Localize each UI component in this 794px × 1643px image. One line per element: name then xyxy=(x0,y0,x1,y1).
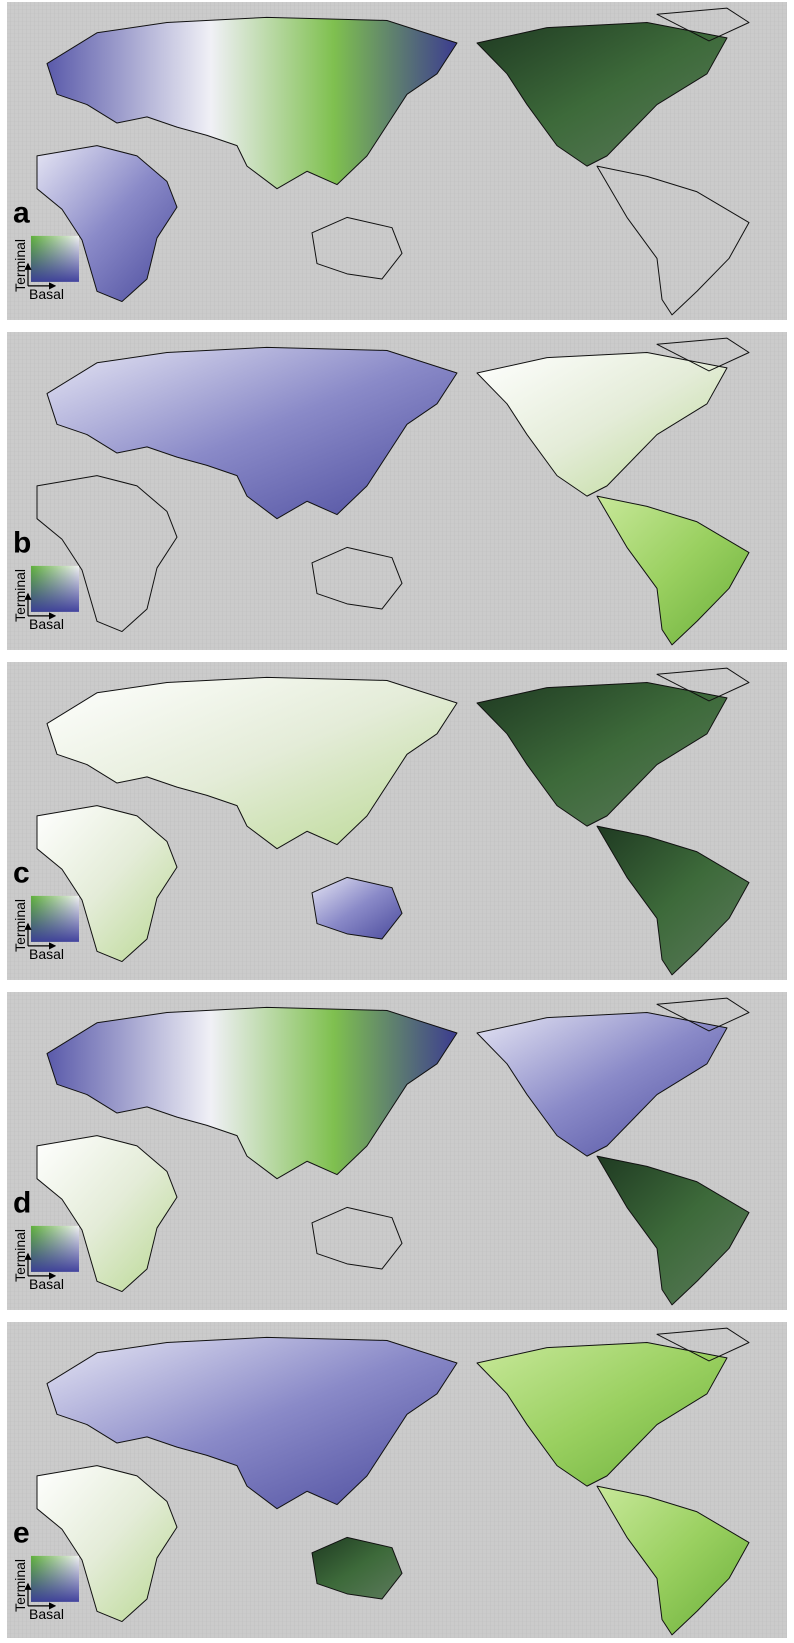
legend-y-label: Terminal xyxy=(12,1229,28,1282)
legend-swatch-overlay xyxy=(31,895,79,942)
continent-australia xyxy=(312,1537,402,1599)
continent-africa xyxy=(37,476,177,632)
continent-australia xyxy=(312,217,402,279)
continents xyxy=(37,668,749,975)
continents xyxy=(37,998,749,1305)
panel-letter: a xyxy=(13,197,30,230)
panel-letter: c xyxy=(13,857,30,890)
continent-australia xyxy=(312,547,402,609)
legend-x-label: Basal xyxy=(29,286,64,302)
continent-eurasia xyxy=(47,17,457,188)
legend-y-label: Terminal xyxy=(12,239,28,292)
panel-letter: b xyxy=(13,527,31,560)
legend-y-label: Terminal xyxy=(12,1559,28,1612)
continent-samerica xyxy=(597,166,749,315)
continent-greenland xyxy=(657,8,749,41)
continent-africa xyxy=(37,146,177,302)
continent-australia xyxy=(312,877,402,939)
panel-letter: e xyxy=(13,1517,30,1550)
continent-eurasia xyxy=(47,1337,457,1508)
continent-greenland xyxy=(657,1328,749,1361)
legend-swatch-overlay xyxy=(31,565,79,612)
continent-eurasia xyxy=(47,1007,457,1178)
legend-swatch-overlay xyxy=(31,1225,79,1272)
continent-eurasia xyxy=(47,677,457,848)
continents xyxy=(37,1328,749,1635)
continent-eurasia xyxy=(47,347,457,518)
continent-greenland xyxy=(657,998,749,1031)
continent-samerica xyxy=(597,826,749,975)
continent-greenland xyxy=(657,668,749,701)
legend-y-label: Terminal xyxy=(12,899,28,952)
continent-africa xyxy=(37,1466,177,1622)
continent-australia xyxy=(312,1207,402,1269)
continents xyxy=(37,338,749,645)
legend-y-label: Terminal xyxy=(12,569,28,622)
legend-swatch-overlay xyxy=(31,235,79,282)
legend-swatch-overlay xyxy=(31,1555,79,1602)
continents xyxy=(37,8,749,315)
continent-africa xyxy=(37,1136,177,1292)
continent-namerica xyxy=(477,1343,727,1487)
legend-x-label: Basal xyxy=(29,1606,64,1622)
continent-samerica xyxy=(597,1486,749,1635)
continent-namerica xyxy=(477,23,727,167)
legend-x-label: Basal xyxy=(29,616,64,632)
continent-africa xyxy=(37,806,177,962)
continent-samerica xyxy=(597,1156,749,1305)
continent-greenland xyxy=(657,338,749,371)
legend-x-label: Basal xyxy=(29,1276,64,1292)
legend-x-label: Basal xyxy=(29,946,64,962)
panel-letter: d xyxy=(13,1187,31,1220)
continent-namerica xyxy=(477,683,727,827)
continent-namerica xyxy=(477,1013,727,1157)
continent-samerica xyxy=(597,496,749,645)
continent-namerica xyxy=(477,353,727,497)
